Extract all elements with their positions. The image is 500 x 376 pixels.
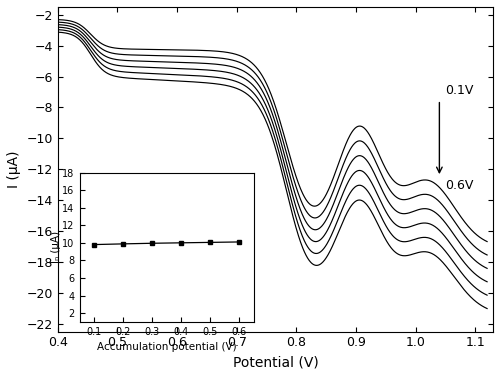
X-axis label: Potential (V): Potential (V) bbox=[232, 355, 318, 369]
Y-axis label: I (μA): I (μA) bbox=[7, 150, 21, 188]
Text: 0.1V: 0.1V bbox=[446, 84, 473, 97]
Text: 0.6V: 0.6V bbox=[446, 179, 473, 193]
